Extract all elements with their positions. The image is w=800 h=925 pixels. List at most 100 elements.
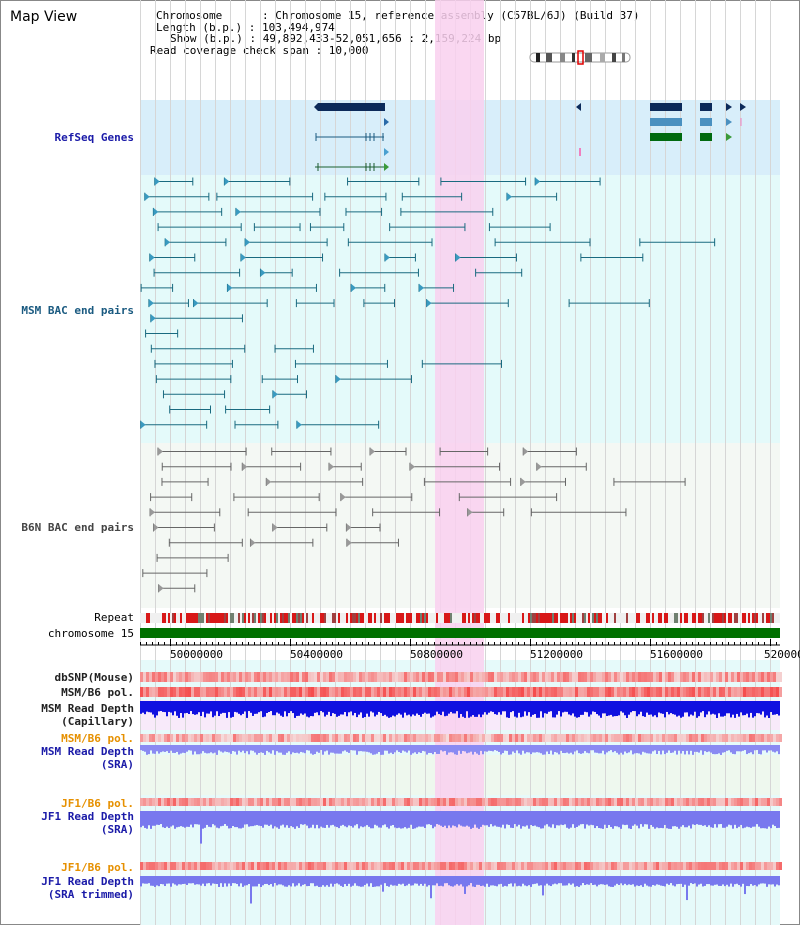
msm-b6-pol-heat-cell: [614, 687, 617, 697]
msm-depth-cap-bar: [580, 701, 582, 715]
msm-b6-pol-heat-cell: [701, 687, 704, 697]
jf1-b6-pol-heat-cell: [299, 798, 302, 806]
msm-depth-sra-bar: [316, 745, 318, 752]
msm-b6-pol-2-heat-cell: [602, 734, 605, 742]
repeat-segment: [712, 613, 714, 623]
track-label-msm-bac[interactable]: MSM BAC end pairs: [21, 304, 134, 317]
dbsnp-heat-cell: [713, 672, 716, 682]
msm-depth-cap-bar: [176, 701, 178, 716]
msm-b6-pol-heat-cell: [668, 687, 671, 697]
jf1-depth-trim-bar: [186, 876, 188, 885]
msm-bac-pairs[interactable]: [140, 177, 716, 429]
msm-depth-cap-bar: [582, 701, 584, 715]
b6n-bac-pairs[interactable]: [142, 447, 686, 593]
msm-b6-pol-2-heat-cell: [473, 734, 476, 742]
dbsnp-heat-cell: [593, 672, 596, 682]
jf1-b6-pol-2-heat-cell: [611, 862, 614, 870]
jf1-b6-pol-2-heat-cell: [359, 862, 362, 870]
dbsnp-heat-cell: [308, 672, 311, 682]
jf1-depth-trim-bar: [622, 876, 624, 886]
msm-depth-cap-bar: [538, 701, 540, 718]
msm-depth-cap-bar: [752, 701, 754, 718]
jf1-depth-trim-bar: [422, 876, 424, 886]
msm-depth-cap-bar: [630, 701, 632, 713]
msm-depth-sra-bar: [264, 745, 266, 755]
msm-b6-pol-heat-cell: [143, 687, 146, 697]
msm-depth-sra-bar: [500, 745, 502, 755]
msm-depth-sra-bar: [404, 745, 406, 752]
msm-b6-pol-2-heat-cell: [305, 734, 308, 742]
msm-bac-pair-arrow: [296, 420, 302, 429]
msm-b6-pol-2-heat-cell: [224, 734, 227, 742]
track-label-b6n-bac[interactable]: B6N BAC end pairs: [21, 521, 134, 534]
b6n-bac-pair-arrow: [523, 447, 529, 456]
msm-depth-cap-bar: [540, 701, 542, 712]
msm-depth-sra-bar: [170, 745, 172, 751]
jf1-depth-sra-bar: [150, 811, 152, 829]
jf1-depth-trim-bar: [204, 876, 206, 887]
repeat-segment: [198, 613, 200, 623]
jf1-depth-sra-bar: [740, 811, 742, 825]
jf1-depth-trim-bar: [732, 876, 734, 887]
msm-b6-pol-heat-cell: [326, 687, 329, 697]
msm-b6-pol-heat-cell: [365, 687, 368, 697]
chromosome-ideogram[interactable]: [529, 50, 631, 65]
jf1-depth-sra-bar: [278, 811, 280, 829]
dbsnp-heat-cell: [545, 672, 548, 682]
jf1-b6-pol-2-heat-cell: [581, 862, 584, 870]
repeat-segment: [534, 613, 536, 623]
msm-b6-pol-2-heat-cell: [311, 734, 314, 742]
track-label-jf1-depth-sra-2: (SRA): [100, 823, 134, 836]
jf1-depth-trim-bar: [366, 876, 368, 884]
msm-b6-pol-heat-cell: [227, 687, 230, 697]
repeat-segment: [462, 613, 464, 623]
msm-depth-sra-bar: [396, 745, 398, 751]
jf1-depth-trim-bar: [372, 876, 374, 887]
dbsnp-heat-cell: [347, 672, 350, 682]
dbsnp-heat-cell: [767, 672, 770, 682]
jf1-depth-sra-bar: [244, 811, 246, 825]
refseq-genes[interactable]: [314, 103, 746, 171]
dbsnp-heat-cell: [554, 672, 557, 682]
msm-b6-pol-2-heat-cell: [329, 734, 332, 742]
jf1-b6-pol-heat-cell: [497, 798, 500, 806]
highlight-region[interactable]: [435, 0, 484, 925]
jf1-b6-pol-2-heat-cell: [464, 862, 467, 870]
repeat-segment: [358, 613, 360, 623]
msm-depth-cap-bar: [354, 701, 356, 713]
msm-b6-pol-2-heat-cell: [767, 734, 770, 742]
jf1-b6-pol-heat-cell: [413, 798, 416, 806]
jf1-b6-pol-2-heat-cell: [281, 862, 284, 870]
jf1-depth-trim-bar: [562, 876, 564, 886]
chromosome-bar[interactable]: [140, 628, 780, 638]
jf1-b6-pol-heat-cell: [371, 798, 374, 806]
msm-b6-pol-2-heat-cell: [476, 734, 479, 742]
jf1-depth-trim-bar: [140, 876, 142, 887]
jf1-depth-sra-bar: [300, 811, 302, 825]
jf1-depth-trim-bar: [216, 876, 218, 884]
msm-depth-cap-bar: [772, 701, 774, 715]
jf1-depth-sra-bar: [180, 811, 182, 827]
dbsnp-heat-cell: [398, 672, 401, 682]
repeat-segment: [468, 613, 470, 623]
msm-depth-sra-bar: [400, 745, 402, 753]
msm-depth-cap-bar: [700, 701, 702, 713]
jf1-b6-pol-heat-cell: [251, 798, 254, 806]
msm-b6-pol-2-heat-cell: [611, 734, 614, 742]
msm-depth-cap-bar: [766, 701, 768, 716]
msm-b6-pol-2-heat-cell: [740, 734, 743, 742]
msm-depth-sra-bar: [592, 745, 594, 751]
jf1-b6-pol-heat-cell: [209, 798, 212, 806]
jf1-depth-trim-bar: [768, 876, 770, 885]
msm-b6-pol-heat-cell: [623, 687, 626, 697]
dbsnp-heat-cell: [773, 672, 776, 682]
dbsnp-heat-cell: [557, 672, 560, 682]
jf1-depth-sra-bar: [210, 811, 212, 828]
track-label-refseq[interactable]: RefSeq Genes: [54, 131, 134, 144]
msm-depth-cap-bar: [178, 701, 180, 718]
msm-depth-cap-bar: [308, 701, 310, 718]
dbsnp-heat-cell: [449, 672, 452, 682]
msm-b6-pol-2-heat-cell: [650, 734, 653, 742]
msm-b6-pol-2-heat-cell: [425, 734, 428, 742]
